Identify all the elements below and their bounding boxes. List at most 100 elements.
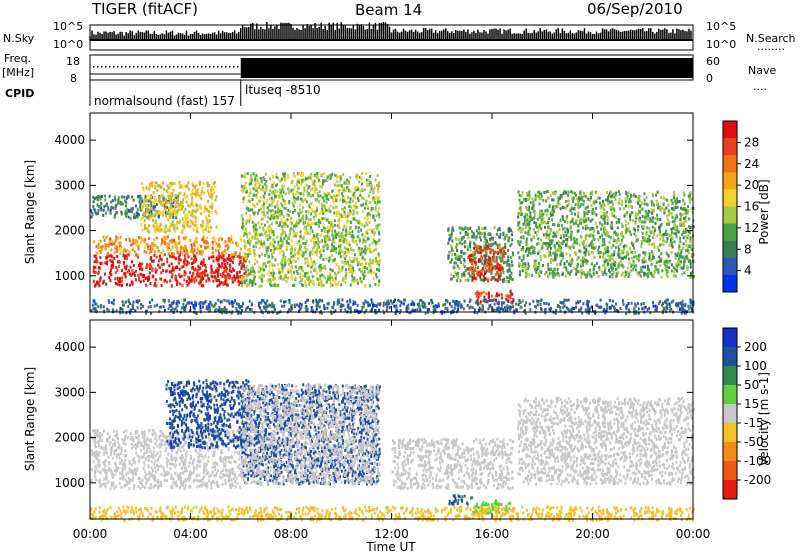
data-cell bbox=[208, 214, 211, 218]
data-cell bbox=[472, 251, 475, 255]
data-cell bbox=[479, 256, 482, 260]
data-cell bbox=[92, 265, 95, 269]
data-cell bbox=[671, 245, 674, 249]
data-cell bbox=[138, 196, 141, 200]
data-cell bbox=[496, 292, 499, 296]
data-cell bbox=[282, 230, 285, 234]
data-cell bbox=[342, 215, 345, 219]
data-cell bbox=[476, 244, 478, 248]
data-cell bbox=[317, 220, 320, 224]
data-cell bbox=[473, 243, 476, 247]
data-cell bbox=[589, 219, 592, 223]
data-cell bbox=[525, 275, 528, 279]
data-cell bbox=[659, 237, 662, 241]
data-cell bbox=[267, 216, 270, 219]
data-cell bbox=[524, 249, 527, 253]
data-cell bbox=[281, 263, 284, 267]
data-cell bbox=[95, 196, 98, 200]
data-cell bbox=[291, 284, 294, 288]
data-cell bbox=[309, 223, 312, 227]
data-cell bbox=[490, 278, 493, 281]
data-cell bbox=[566, 220, 569, 224]
data-cell bbox=[222, 250, 225, 254]
data-cell bbox=[329, 282, 332, 286]
data-cell bbox=[339, 179, 342, 183]
data-cell bbox=[173, 267, 176, 271]
data-cell bbox=[171, 268, 174, 272]
data-cell bbox=[578, 249, 581, 253]
data-cell bbox=[218, 257, 221, 261]
freq-dot bbox=[165, 66, 167, 68]
data-cell bbox=[267, 246, 270, 250]
data-cell bbox=[608, 275, 611, 279]
data-cell bbox=[143, 214, 146, 218]
data-cell bbox=[275, 175, 278, 179]
data-cell bbox=[238, 262, 241, 266]
data-cell bbox=[303, 186, 306, 190]
data-cell bbox=[642, 238, 645, 242]
data-cell bbox=[474, 267, 477, 270]
data-cell bbox=[586, 271, 589, 274]
data-cell bbox=[317, 175, 320, 179]
data-cell bbox=[113, 256, 116, 260]
data-cell bbox=[609, 223, 612, 227]
data-cell bbox=[243, 267, 246, 271]
data-cell bbox=[545, 213, 548, 217]
data-cell bbox=[347, 250, 350, 254]
data-cell bbox=[120, 279, 123, 283]
data-cell bbox=[294, 197, 297, 201]
data-cell bbox=[497, 252, 500, 256]
data-cell bbox=[210, 189, 213, 193]
data-cell bbox=[305, 225, 307, 229]
data-cell bbox=[488, 294, 490, 298]
data-cell bbox=[190, 243, 193, 247]
data-cell bbox=[495, 251, 498, 255]
data-cell bbox=[329, 268, 332, 271]
data-cell bbox=[240, 276, 243, 280]
data-cell bbox=[617, 264, 620, 267]
data-cell bbox=[287, 268, 290, 272]
data-cell bbox=[464, 231, 467, 234]
data-cell bbox=[298, 239, 301, 243]
data-cell bbox=[164, 230, 167, 234]
data-cell bbox=[185, 252, 188, 256]
data-cell bbox=[471, 261, 474, 265]
data-cell bbox=[668, 233, 671, 237]
data-cell bbox=[621, 249, 624, 253]
data-cell bbox=[285, 192, 288, 196]
data-cell bbox=[352, 259, 355, 263]
data-cell bbox=[689, 265, 692, 269]
data-cell bbox=[569, 227, 572, 231]
data-cell bbox=[210, 255, 213, 259]
data-cell bbox=[154, 225, 157, 229]
data-cell bbox=[163, 279, 166, 283]
data-cell bbox=[362, 240, 365, 244]
data-cell bbox=[493, 259, 496, 263]
data-cell bbox=[319, 263, 322, 267]
data-cell bbox=[502, 252, 505, 256]
data-cell bbox=[131, 248, 134, 252]
data-cell bbox=[281, 257, 284, 260]
data-cell bbox=[298, 214, 301, 218]
data-cell bbox=[484, 246, 487, 250]
data-cell bbox=[609, 255, 612, 258]
data-cell bbox=[290, 227, 292, 231]
data-cell bbox=[280, 179, 283, 183]
data-cell bbox=[674, 256, 677, 260]
data-cell bbox=[537, 229, 540, 233]
data-cell bbox=[221, 264, 224, 268]
data-cell bbox=[283, 222, 286, 226]
data-cell bbox=[453, 261, 456, 265]
data-cell bbox=[227, 276, 230, 280]
data-cell bbox=[306, 231, 309, 235]
data-cell bbox=[292, 254, 295, 258]
data-cell bbox=[689, 238, 692, 242]
data-cell bbox=[108, 241, 111, 245]
data-cell bbox=[587, 210, 590, 213]
data-cell bbox=[356, 235, 359, 239]
data-cell bbox=[127, 215, 130, 219]
data-cell bbox=[324, 240, 327, 244]
data-cell bbox=[518, 256, 521, 260]
data-cell bbox=[149, 207, 152, 211]
data-cell bbox=[278, 245, 281, 249]
